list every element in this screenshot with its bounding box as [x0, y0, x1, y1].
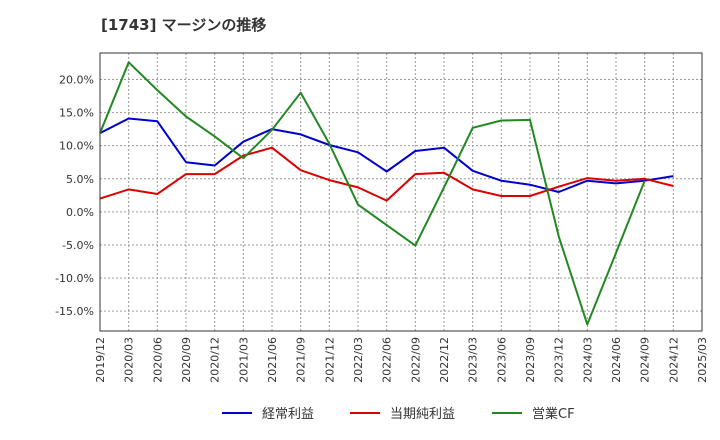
x-tick-label: 2022/09 [409, 337, 422, 383]
y-tick-label: 20.0% [59, 73, 94, 86]
x-tick-label: 2024/09 [639, 337, 652, 383]
x-tick-label: 2021/03 [237, 337, 250, 383]
x-tick-label: 2024/03 [581, 337, 594, 383]
series-line-3 [99, 61, 646, 326]
series-line-1 [99, 117, 674, 193]
x-tick-label: 2021/06 [266, 337, 279, 383]
legend-item: 当期純利益 [350, 407, 455, 422]
x-tick-label: 2021/12 [323, 337, 336, 383]
y-tick-label: 10.0% [59, 140, 94, 153]
plot-frame [99, 52, 703, 332]
plot-area [100, 53, 702, 331]
chart-title: [1743] マージンの推移 [101, 16, 267, 34]
y-tick-label: -5.0% [62, 239, 94, 252]
x-tick-label: 2023/12 [553, 337, 566, 383]
legend-label: 営業CF [532, 406, 575, 422]
x-tick-label: 2023/03 [467, 337, 480, 383]
x-tick-label: 2020/03 [123, 337, 136, 383]
y-tick-label: 5.0% [66, 173, 94, 186]
legend-item: 経常利益 [222, 407, 314, 422]
x-tick-label: 2023/09 [524, 337, 537, 383]
x-tick-label: 2022/06 [381, 337, 394, 383]
y-tick-label: -10.0% [55, 272, 94, 285]
legend-label: 当期純利益 [390, 407, 455, 422]
legend: 経常利益 当期純利益 営業CF [222, 406, 575, 422]
y-tick-label: 0.0% [66, 206, 94, 219]
x-tick-label: 2023/06 [495, 337, 508, 383]
x-tick-label: 2024/12 [667, 337, 680, 383]
x-tick-label: 2022/12 [438, 337, 451, 383]
y-tick-label: -15.0% [55, 305, 94, 318]
legend-label: 経常利益 [262, 407, 314, 422]
x-tick-label: 2020/12 [209, 337, 222, 383]
legend-item: 営業CF [492, 406, 575, 422]
x-tick-label: 2021/09 [295, 337, 308, 383]
y-tick-label: 15.0% [59, 107, 94, 120]
x-tick-label: 2022/03 [352, 337, 365, 383]
x-tick-label: 2019/12 [94, 337, 107, 383]
series-line-2 [99, 146, 674, 202]
x-tick-label: 2020/09 [180, 337, 193, 383]
x-tick-label: 2020/06 [151, 337, 164, 383]
x-tick-label: 2024/06 [610, 337, 623, 383]
x-tick-label: 2025/03 [696, 337, 709, 383]
